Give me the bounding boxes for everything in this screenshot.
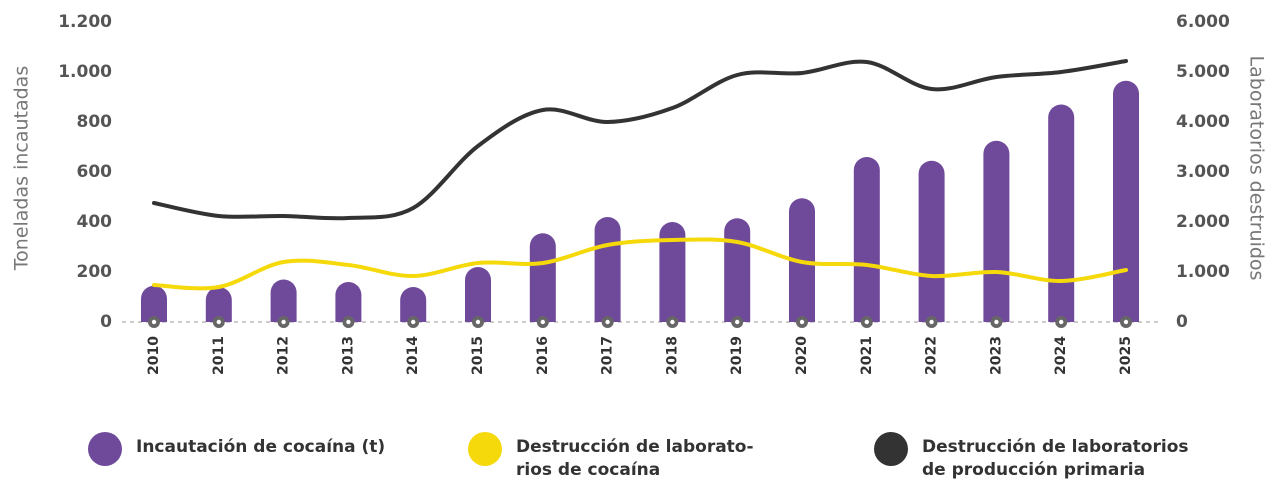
bar bbox=[594, 217, 621, 322]
y2-axis-title: Laboratorios destruidos bbox=[1246, 56, 1268, 281]
baseline-marker-center bbox=[670, 319, 675, 325]
y-tick-label: 1.200 bbox=[58, 12, 112, 32]
x-tick-label: 2024 bbox=[1053, 336, 1069, 375]
y2-tick-label: 0 bbox=[1176, 312, 1188, 332]
baseline-marker-center bbox=[994, 319, 999, 325]
x-tick-label: 2012 bbox=[276, 336, 292, 375]
bar bbox=[205, 287, 232, 322]
baseline-marker-center bbox=[281, 319, 286, 325]
bar bbox=[724, 218, 751, 322]
y2-tick-label: 3.000 bbox=[1176, 162, 1230, 182]
y-tick-label: 0 bbox=[100, 312, 112, 332]
legend-label: Incautación de cocaína (t) bbox=[136, 437, 386, 457]
bar bbox=[1048, 104, 1075, 322]
y2-tick-label: 1.000 bbox=[1176, 262, 1230, 282]
bar bbox=[335, 282, 362, 322]
y-axis-title: Toneladas incautadas bbox=[11, 66, 33, 271]
baseline-marker-center bbox=[864, 319, 869, 325]
baseline-marker-center bbox=[216, 319, 221, 325]
x-tick-label: 2011 bbox=[211, 336, 227, 375]
y-tick-label: 200 bbox=[77, 262, 113, 282]
bar bbox=[400, 287, 427, 322]
x-tick-label: 2017 bbox=[600, 336, 616, 375]
baseline-marker-center bbox=[799, 319, 805, 325]
baseline-marker-center bbox=[151, 319, 157, 325]
legend-swatch bbox=[468, 432, 502, 466]
baseline-marker-center bbox=[605, 319, 610, 325]
y2-tick-label: 5.000 bbox=[1176, 62, 1230, 82]
x-tick-label: 2015 bbox=[470, 336, 486, 375]
bar bbox=[659, 222, 686, 322]
x-tick-label: 2023 bbox=[988, 336, 1004, 375]
baseline-marker-center bbox=[1123, 319, 1129, 325]
baseline-marker-center bbox=[735, 319, 740, 325]
y-tick-label: 800 bbox=[77, 112, 113, 132]
legend-item: Destrucción de laboratorios de producció… bbox=[874, 432, 1189, 482]
x-tick-label: 2020 bbox=[794, 336, 810, 375]
chart: Toneladas incautadas Laboratorios destru… bbox=[11, 12, 1268, 375]
x-tick-label: 2018 bbox=[664, 336, 680, 375]
bar bbox=[983, 140, 1010, 322]
bar bbox=[853, 157, 880, 322]
y2-tick-label: 4.000 bbox=[1176, 112, 1230, 132]
x-tick-label: 2019 bbox=[729, 336, 745, 375]
baseline-marker-center bbox=[346, 319, 351, 325]
x-tick-label: 2013 bbox=[340, 336, 356, 375]
baseline-marker-center bbox=[411, 319, 416, 325]
x-tick-label: 2021 bbox=[859, 336, 875, 375]
y-tick-label: 400 bbox=[77, 212, 113, 232]
x-tick-label: 2014 bbox=[405, 336, 421, 375]
bar bbox=[1113, 80, 1139, 323]
line bbox=[152, 237, 1128, 291]
y2-tick-label: 6.000 bbox=[1176, 12, 1230, 32]
x-tick-label: 2016 bbox=[535, 336, 551, 375]
x-tick-label: 2025 bbox=[1118, 336, 1134, 375]
baseline-marker-center bbox=[929, 319, 934, 325]
y-tick-label: 600 bbox=[77, 162, 113, 182]
bar bbox=[918, 160, 945, 322]
y2-tick-label: 2.000 bbox=[1176, 212, 1230, 232]
legend-item: Destrucción de laborato- rios de cocaína bbox=[468, 432, 754, 482]
line bbox=[152, 59, 1128, 221]
baseline-marker-center bbox=[1059, 319, 1064, 325]
legend-label: Destrucción de laborato- rios de cocaína bbox=[516, 437, 754, 480]
x-tick-label: 2022 bbox=[924, 336, 940, 375]
baseline-marker-center bbox=[475, 319, 481, 325]
bar bbox=[270, 279, 297, 322]
legend-item: Incautación de cocaína (t) bbox=[88, 432, 385, 466]
x-tick-label: 2010 bbox=[146, 336, 162, 375]
legend-label: Destrucción de laboratorios de producció… bbox=[922, 437, 1189, 480]
bar bbox=[141, 285, 167, 322]
legend-swatch bbox=[88, 432, 122, 466]
baseline-marker-center bbox=[540, 319, 545, 325]
bar bbox=[529, 233, 556, 322]
legend-swatch bbox=[874, 432, 908, 466]
bar bbox=[465, 267, 491, 322]
y-tick-label: 1.000 bbox=[58, 62, 112, 82]
